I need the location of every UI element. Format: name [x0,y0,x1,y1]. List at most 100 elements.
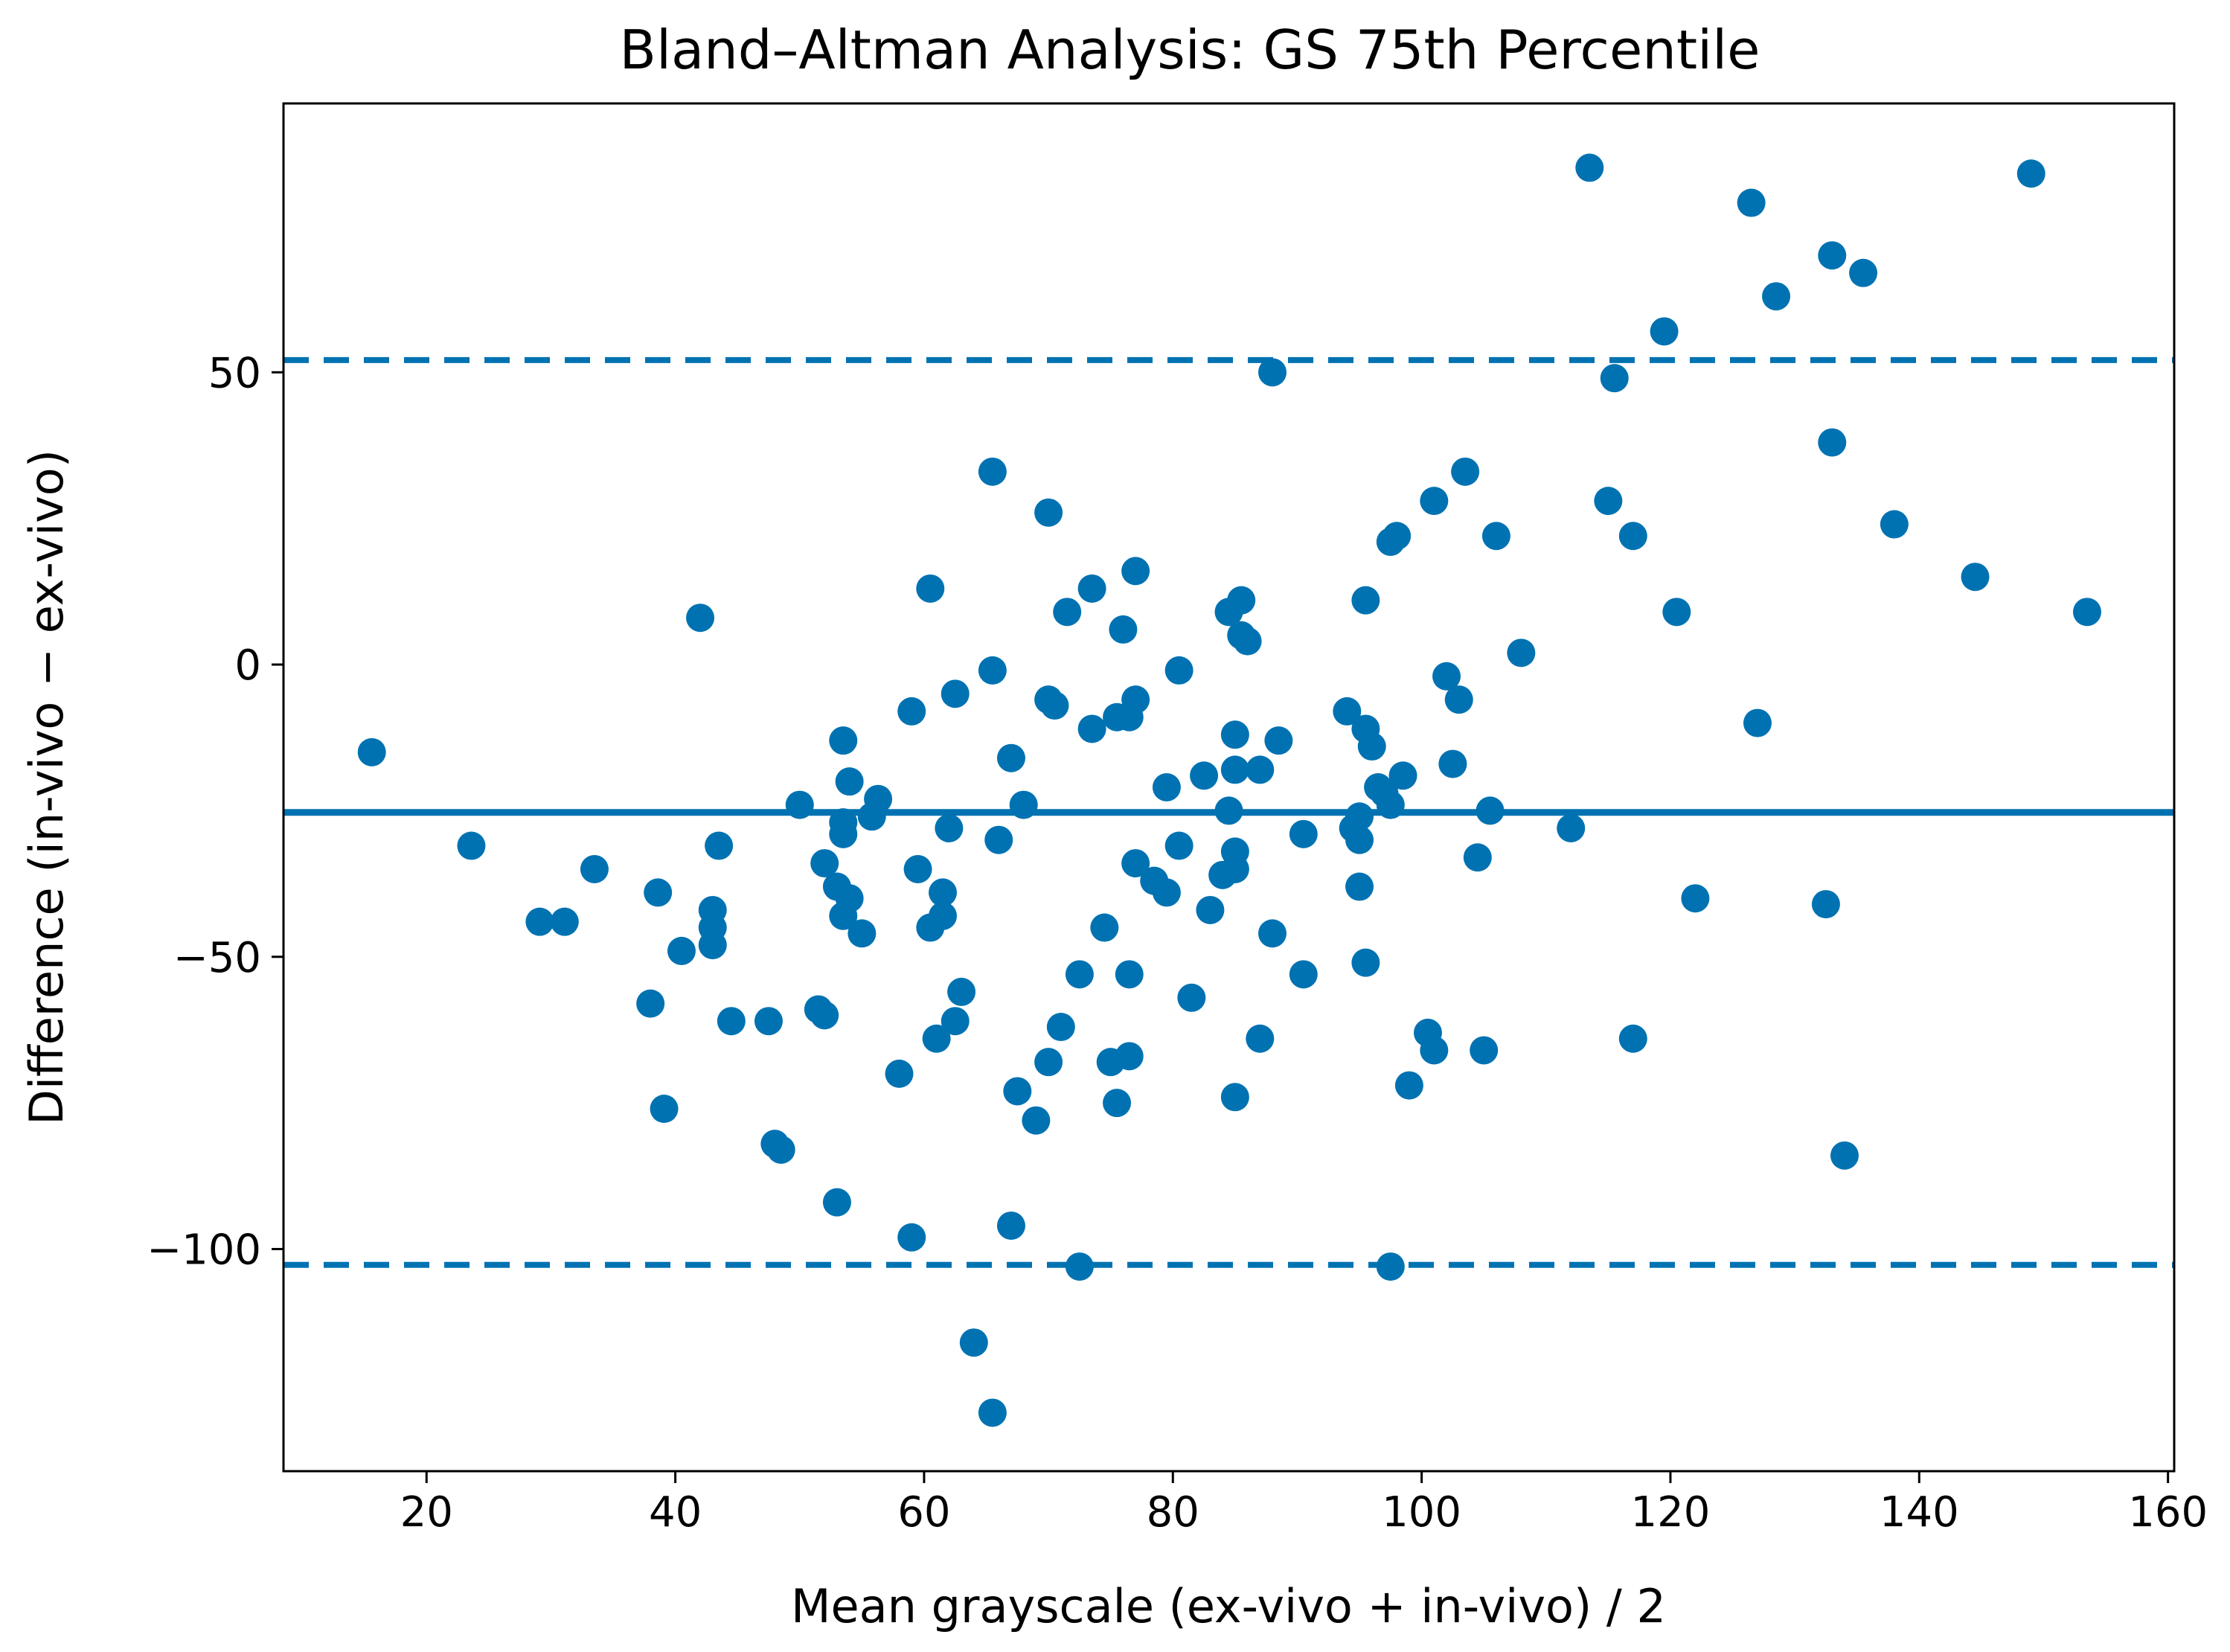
data-point [1246,755,1275,784]
data-point [1961,563,1990,592]
data-point [978,656,1007,685]
x-axis-label: Mean grayscale (ex-vivo + in-vivo) / 2 [791,1579,1666,1633]
data-marks [283,153,2174,1427]
data-point [897,697,926,726]
data-point [1289,819,1318,848]
data-point [1103,1089,1132,1118]
data-point [1650,317,1679,346]
data-point [1351,948,1380,977]
x-axis: 20 40 60 80 100 120 140 160 [400,1471,2208,1537]
data-point [1376,1252,1405,1281]
data-point [922,1024,951,1053]
data-point [1382,522,1412,551]
data-point [984,825,1013,854]
data-point [1830,1141,1859,1170]
data-point [1394,1071,1423,1100]
data-point [916,574,945,603]
data-point [978,1398,1007,1427]
data-point [1164,656,1194,685]
data-point [996,1211,1025,1240]
data-point [1046,1013,1075,1042]
x-tick-label: 140 [1880,1488,1959,1537]
data-point [1034,498,1063,527]
data-point [1351,586,1380,615]
data-point [1818,241,1847,270]
data-point [1376,790,1405,819]
data-point [1164,831,1194,860]
data-point [1388,761,1417,790]
plot-area [282,102,2176,1473]
data-point [1420,1036,1449,1065]
x-tick-label: 60 [897,1488,950,1537]
data-point [754,1007,783,1036]
data-point [810,1001,839,1030]
data-point [1333,697,1362,726]
data-point [1233,627,1262,656]
data-point [1575,153,1604,182]
data-point [1600,364,1629,393]
data-point [705,831,734,860]
data-point [1737,188,1766,217]
data-point [1476,796,1505,825]
data-point [644,878,673,907]
data-point [650,1095,679,1124]
data-point [667,936,696,965]
data-point [1121,685,1150,714]
data-point [829,726,858,755]
data-point [1009,790,1038,819]
data-point [935,813,964,842]
data-point [1849,258,1878,287]
data-point [1557,813,1586,842]
data-point [1077,574,1106,603]
data-point [897,1223,926,1252]
data-point [1090,913,1119,942]
data-point [1743,708,1772,737]
data-point [1115,960,1144,989]
data-point [822,1188,851,1217]
data-point [1818,428,1847,457]
data-point [1357,732,1386,761]
data-point [698,931,727,960]
data-point [766,1135,795,1164]
data-point [357,737,386,766]
data-point [1227,586,1256,615]
data-point [1034,1048,1063,1077]
data-point [829,819,858,848]
data-point [1214,796,1243,825]
data-point [1121,557,1150,586]
data-point [1190,761,1219,790]
data-point [1065,960,1094,989]
data-point [1481,522,1510,551]
data-point [885,1059,914,1088]
data-point [1811,890,1840,919]
y-tick-label: 50 [208,349,261,397]
data-point [978,457,1007,486]
data-point [1115,1042,1144,1071]
x-tick-label: 20 [400,1488,453,1537]
data-point [1444,685,1473,714]
data-point [1463,843,1492,872]
data-point [1121,849,1150,878]
x-tick-label: 120 [1631,1488,1711,1537]
y-axis-label: Difference (in-vivo − ex-vivo) [19,449,74,1125]
data-point [2072,598,2101,627]
y-tick-label: −100 [147,1226,261,1275]
data-point [1077,714,1106,743]
chart-title: Bland–Altman Analysis: GS 75th Percentil… [620,19,1760,81]
data-point [941,679,970,708]
data-point [947,977,976,1006]
data-point [1594,487,1623,516]
data-point [1451,457,1480,486]
data-point [1345,825,1374,854]
data-point [1264,726,1293,755]
data-point [550,907,579,936]
data-point [1177,983,1206,1012]
data-point [996,743,1025,772]
x-tick-label: 80 [1147,1488,1199,1537]
data-point [1022,1106,1051,1135]
data-point [929,901,958,930]
data-point [1681,884,1710,913]
data-point [810,849,839,878]
data-point [835,767,864,796]
